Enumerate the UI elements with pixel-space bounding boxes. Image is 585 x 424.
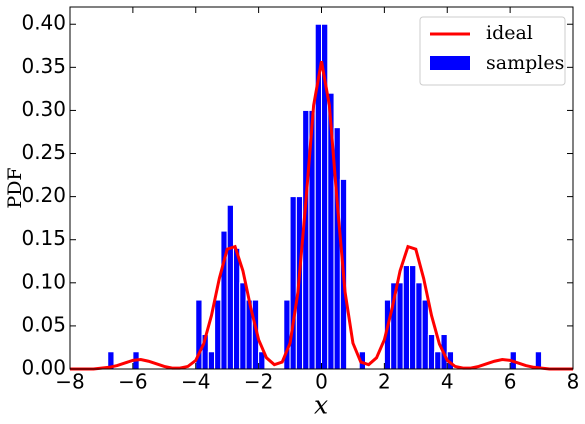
bar — [427, 334, 436, 370]
bar — [226, 204, 234, 370]
legend-label: samples — [486, 52, 564, 74]
y-tick-label: 0.25 — [21, 140, 66, 164]
y-tick-label: 0.05 — [21, 312, 66, 336]
y-tick-label: 0.15 — [21, 226, 66, 250]
bar — [415, 282, 423, 370]
y-axis-label: PDF — [4, 167, 26, 208]
x-tick-label: 0 — [315, 370, 328, 394]
bar — [239, 282, 247, 370]
ideal-line — [70, 61, 573, 371]
y-tick-label: 0.30 — [21, 97, 66, 121]
y-tick-label: 0.00 — [21, 356, 66, 380]
x-tick-label: −4 — [181, 370, 210, 394]
bar — [434, 351, 442, 370]
legend-label: ideal — [486, 22, 533, 44]
x-tick-label: 8 — [567, 370, 580, 394]
bar — [409, 265, 417, 370]
bar — [396, 282, 404, 370]
y-tick-label: 0.35 — [21, 54, 66, 78]
x-axis-label: x — [314, 391, 328, 420]
y-tick-label: 0.40 — [21, 11, 66, 35]
x-tick-label: 2 — [378, 370, 391, 394]
y-tick-label: 0.10 — [21, 269, 66, 293]
legend-swatch — [430, 56, 470, 70]
bar — [207, 351, 216, 370]
bar — [232, 247, 241, 370]
x-tick-label: 6 — [504, 370, 517, 394]
x-tick-label: −6 — [118, 370, 147, 394]
bar — [402, 265, 411, 370]
x-tick-label: −2 — [244, 370, 273, 394]
bar — [214, 299, 222, 370]
bar — [421, 299, 429, 370]
x-tick-label: 4 — [441, 370, 454, 394]
x-tick-label: −8 — [55, 370, 84, 394]
y-tick-label: 0.20 — [21, 183, 66, 207]
